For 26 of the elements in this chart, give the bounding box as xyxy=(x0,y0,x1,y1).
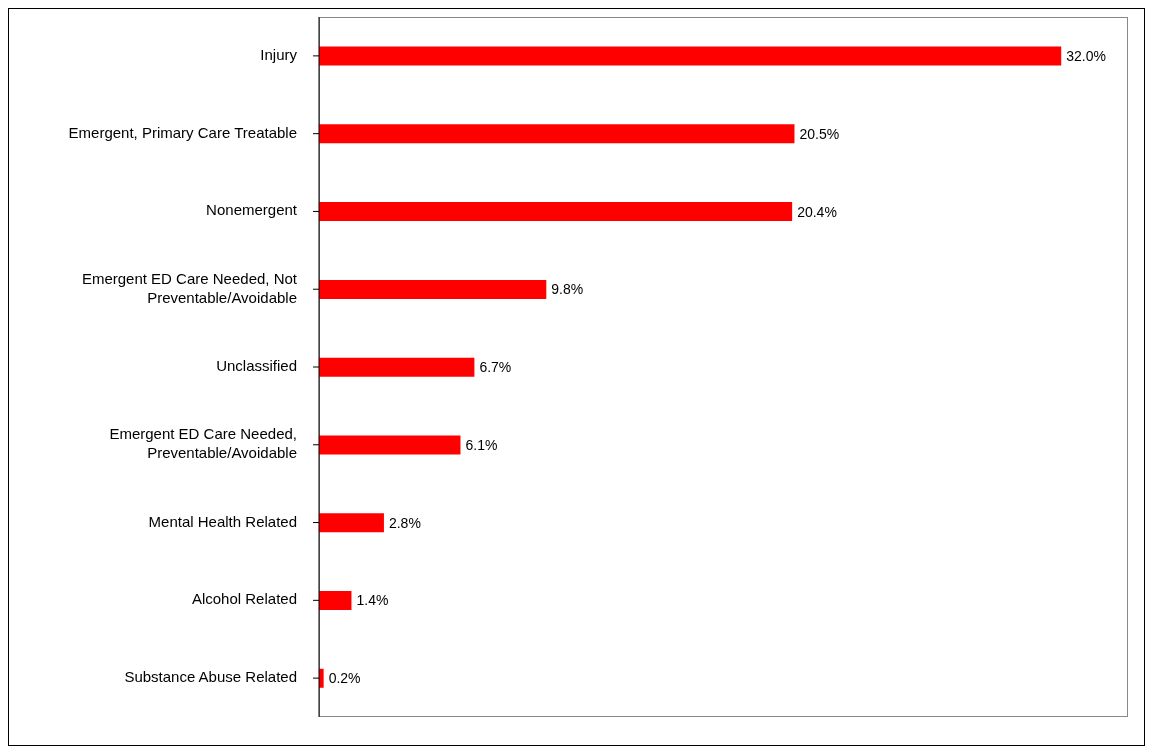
y-tick-label: Unclassified xyxy=(216,356,297,374)
data-label: 6.7% xyxy=(479,359,512,376)
y-tick-label: Mental Health Related xyxy=(148,512,297,530)
data-label: 9.8% xyxy=(551,281,584,298)
data-label: 1.4% xyxy=(356,592,389,609)
bar xyxy=(319,435,461,455)
bar xyxy=(319,46,1062,66)
y-tick-label: Emergent, Primary Care Treatable xyxy=(68,123,297,141)
data-label: 20.4% xyxy=(797,203,837,220)
bar xyxy=(319,513,384,533)
bar xyxy=(319,357,475,377)
y-tick-label: Injury xyxy=(260,45,298,63)
bar xyxy=(319,279,547,299)
y-tick-label: Alcohol Related xyxy=(191,590,297,608)
y-tick-label: Substance Abuse Related xyxy=(124,668,297,686)
bar xyxy=(319,124,795,144)
y-tick-label: Emergent ED Care Needed, Preventable/Avoidable xyxy=(109,425,297,462)
data-label: 2.8% xyxy=(388,514,421,531)
y-tick-label: Nonemergent xyxy=(206,201,298,219)
data-label: 0.2% xyxy=(328,670,361,687)
data-label: 20.5% xyxy=(799,125,840,142)
data-label: 6.1% xyxy=(465,436,498,453)
y-tick-label: Emergent ED Care Needed, Not Preventable/Avoidable xyxy=(81,269,298,306)
bar xyxy=(319,591,352,610)
bar xyxy=(319,202,793,222)
data-label: 32.0% xyxy=(1066,48,1106,65)
